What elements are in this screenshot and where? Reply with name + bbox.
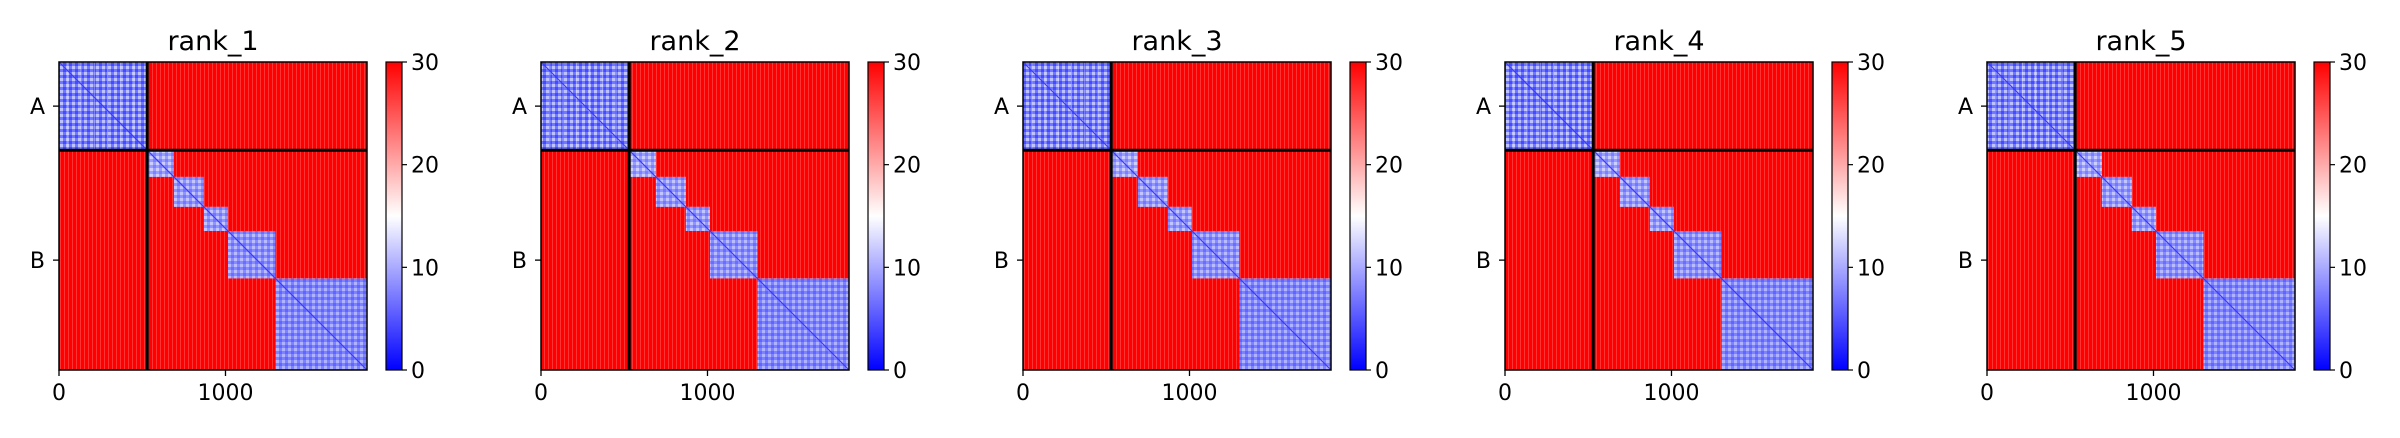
colorbar: [386, 62, 402, 370]
plot-frame: [540, 61, 850, 371]
colorbar-tick-label: 10: [2339, 256, 2367, 281]
colorbar-frame: [385, 61, 403, 371]
colorbar-frame: [1349, 61, 1367, 371]
x-tick-label: 1000: [2125, 381, 2181, 406]
heatmap-diagonal: [1986, 61, 2296, 371]
plot-frame: [1504, 61, 1814, 371]
x-tick-label: 0: [1016, 381, 1030, 406]
colorbar-tick-label: 0: [2339, 359, 2353, 384]
x-tick-label: 0: [534, 381, 548, 406]
y-tick-label: B: [30, 249, 45, 274]
colorbar: [2314, 62, 2330, 370]
colorbar: [868, 62, 884, 370]
heatmap-diagonal: [1022, 61, 1332, 371]
colorbar-tick-label: 0: [1375, 359, 1389, 384]
colorbar-tick-label: 20: [893, 154, 921, 179]
heatmap-panel-2: rank_2 0 1000 A B 0 10 20 30: [512, 26, 921, 406]
y-tick-label: A: [30, 95, 45, 120]
heatmap-diagonal: [540, 61, 850, 371]
panel-title: rank_4: [1613, 26, 1704, 57]
y-tick-label: A: [1476, 95, 1491, 120]
colorbar-tick-label: 30: [411, 51, 439, 76]
colorbar-tick-label: 20: [411, 154, 439, 179]
colorbar-tick-label: 0: [1857, 359, 1871, 384]
y-tick-label: A: [512, 95, 527, 120]
x-tick-label: 0: [52, 381, 66, 406]
colorbar: [1350, 62, 1366, 370]
colorbar-frame: [1831, 61, 1849, 371]
colorbar-tick-label: 10: [1857, 256, 1885, 281]
x-tick-label: 1000: [679, 381, 735, 406]
colorbar-tick-label: 20: [1375, 154, 1403, 179]
y-tick-label: A: [1958, 95, 1973, 120]
panel-title: rank_3: [1131, 26, 1222, 57]
colorbar-tick-label: 30: [1857, 51, 1885, 76]
colorbar-tick-label: 30: [893, 51, 921, 76]
y-tick-label: B: [1958, 249, 1973, 274]
colorbar-tick-label: 20: [2339, 154, 2367, 179]
heatmap-diagonal: [1504, 61, 1814, 371]
x-tick-label: 0: [1498, 381, 1512, 406]
y-tick-label: A: [994, 95, 1009, 120]
x-tick-label: 0: [1980, 381, 1994, 406]
colorbar-tick-label: 30: [1375, 51, 1403, 76]
y-tick-label: B: [1476, 249, 1491, 274]
colorbar-tick-label: 0: [893, 359, 907, 384]
colorbar-tick-label: 30: [2339, 51, 2367, 76]
colorbar-frame: [867, 61, 885, 371]
colorbar-frame: [2313, 61, 2331, 371]
plot-frame: [1986, 61, 2296, 371]
x-tick-label: 1000: [1161, 381, 1217, 406]
colorbar-tick-label: 0: [411, 359, 425, 384]
colorbar-tick-label: 10: [893, 256, 921, 281]
panel-title: rank_2: [649, 26, 740, 57]
heatmap-panel-4: rank_4 0 1000 A B 0 10 20 30: [1476, 26, 1885, 406]
heatmap-panel-3: rank_3 0 1000 A B 0 10 20 30: [994, 26, 1403, 406]
heatmap-panel-1: rank_1 0 1000 A B 0 10 20 30: [30, 26, 439, 406]
colorbar: [1832, 62, 1848, 370]
panel-title: rank_5: [2095, 26, 2186, 57]
colorbar-tick-label: 10: [411, 256, 439, 281]
plot-frame: [58, 61, 368, 371]
y-tick-label: B: [512, 249, 527, 274]
panel-title: rank_1: [167, 26, 258, 57]
heatmap-diagonal: [58, 61, 368, 371]
colorbar-tick-label: 20: [1857, 154, 1885, 179]
colorbar-tick-label: 10: [1375, 256, 1403, 281]
plot-frame: [1022, 61, 1332, 371]
y-tick-label: B: [994, 249, 1009, 274]
heatmap-panel-5: rank_5 0 1000 A B 0 10 20 30: [1958, 26, 2367, 406]
x-tick-label: 1000: [1643, 381, 1699, 406]
x-tick-label: 1000: [197, 381, 253, 406]
